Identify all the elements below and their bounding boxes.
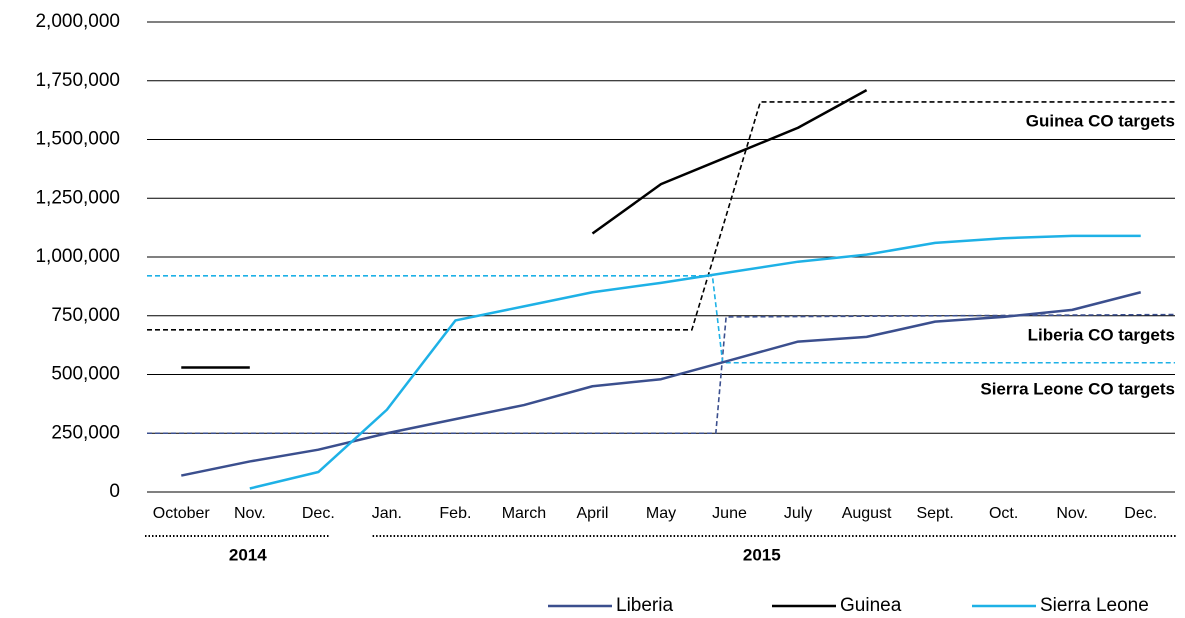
x-tick-label: Nov. — [1056, 505, 1088, 522]
series-line — [181, 291, 1142, 477]
x-tick-label: August — [842, 505, 892, 522]
y-tick-label: 1,000,000 — [35, 246, 120, 267]
target-line — [147, 275, 1175, 364]
target-label: Liberia CO targets — [1028, 325, 1175, 344]
x-tick-label: October — [153, 505, 211, 522]
y-tick-label: 750,000 — [51, 305, 120, 326]
y-tick-label: 0 — [109, 481, 120, 502]
y-tick-label: 250,000 — [51, 422, 120, 443]
series-line — [181, 89, 868, 369]
x-tick-label: June — [712, 505, 747, 522]
target-line — [147, 101, 1175, 331]
x-tick-label: Nov. — [234, 505, 266, 522]
target-label: Sierra Leone CO targets — [980, 379, 1175, 398]
x-tick-label: Jan. — [372, 505, 402, 522]
x-tick-label: Dec. — [302, 505, 335, 522]
year-label: 2014 — [229, 545, 267, 564]
x-tick-label: April — [576, 505, 608, 522]
year-label: 2015 — [743, 545, 781, 564]
series-line — [249, 234, 1141, 490]
x-tick-label: May — [646, 505, 676, 522]
x-tick-label: Feb. — [439, 505, 471, 522]
y-tick-label: 2,000,000 — [35, 11, 120, 32]
target-line — [147, 313, 1176, 435]
legend-label: Liberia — [616, 595, 673, 616]
y-tick-label: 500,000 — [51, 364, 120, 385]
y-tick-label: 1,250,000 — [35, 187, 120, 208]
x-tick-label: Oct. — [989, 505, 1018, 522]
y-tick-label: 1,500,000 — [35, 129, 120, 150]
x-tick-label: July — [784, 505, 812, 522]
legend-label: Guinea — [840, 595, 902, 616]
target-label: Guinea CO targets — [1026, 111, 1175, 130]
x-tick-label: Sept. — [916, 505, 953, 522]
y-tick-label: 1,750,000 — [35, 70, 120, 91]
legend-label: Sierra Leone — [1040, 595, 1149, 616]
x-tick-label: Dec. — [1124, 505, 1157, 522]
x-tick-label: March — [502, 505, 546, 522]
